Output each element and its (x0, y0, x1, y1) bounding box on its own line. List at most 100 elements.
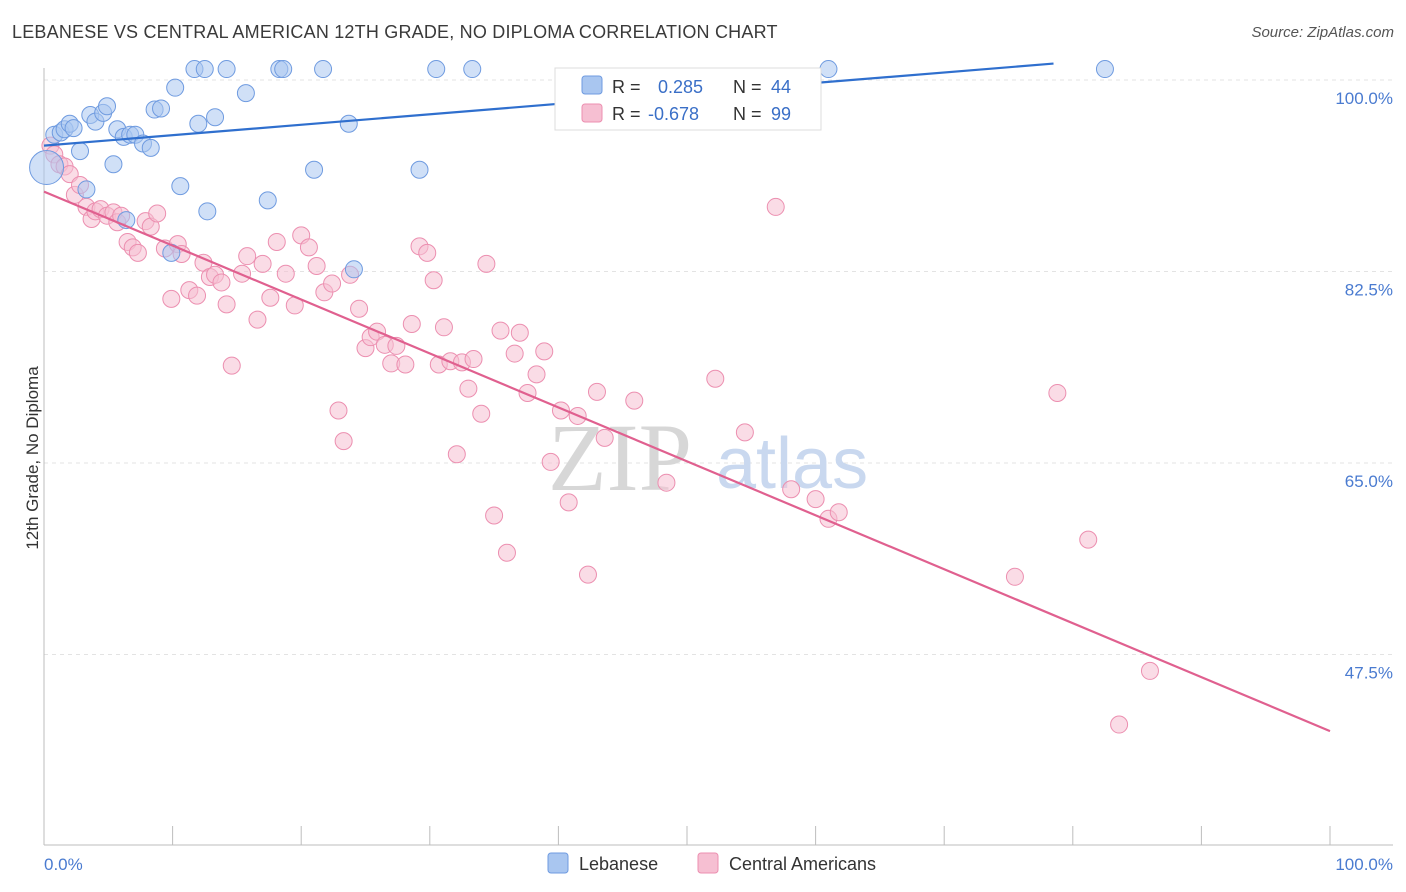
data-point-lebanese (98, 97, 117, 116)
data-point-central-americans (329, 401, 348, 420)
data-point-central-americans (128, 243, 147, 262)
data-point-lebanese (344, 260, 363, 279)
data-point-central-americans (1110, 715, 1129, 734)
legend-swatch-central-americans (581, 103, 603, 123)
bottom-legend-central-americans: Central Americans (729, 854, 876, 874)
bottom-legend-lebanese: Lebanese (579, 854, 658, 874)
data-point-central-americans (434, 318, 453, 337)
data-point-central-americans (148, 204, 167, 223)
source-label: Source: ZipAtlas.com (1251, 24, 1394, 41)
data-point-central-americans (510, 323, 529, 342)
legend-r-label-1: R = (612, 77, 641, 97)
legend-n-value-1: 44 (771, 77, 791, 97)
lebanese-points (29, 60, 1114, 279)
data-point-lebanese (195, 60, 214, 79)
data-point-lebanese (274, 60, 293, 79)
legend-r-value-1: 0.285 (658, 77, 703, 97)
legend-r-value-2: -0.678 (648, 104, 699, 124)
data-point-lebanese (206, 108, 225, 127)
data-point-central-americans (238, 247, 257, 266)
data-point-lebanese (410, 160, 429, 179)
data-point-lebanese (166, 78, 185, 97)
axes (43, 68, 1393, 846)
legend-n-label-1: N = (733, 77, 762, 97)
data-point-central-americans (782, 480, 801, 499)
data-point-lebanese (198, 202, 217, 221)
data-point-central-americans (248, 310, 267, 329)
data-point-central-americans (497, 543, 516, 562)
y-tick-label: 82.5% (1345, 281, 1393, 300)
data-point-lebanese (1095, 60, 1114, 79)
x-tick-label-min: 0.0% (44, 855, 83, 874)
data-point-lebanese (339, 114, 358, 133)
y-tick-label: 65.0% (1345, 472, 1393, 491)
data-point-central-americans (806, 490, 825, 509)
trend-line-central-americans (43, 190, 1331, 733)
data-point-central-americans (491, 321, 510, 340)
data-point-lebanese (64, 119, 83, 138)
trend-lines (43, 62, 1331, 733)
x-tick-label-max: 100.0% (1335, 855, 1393, 874)
data-point-central-americans (424, 271, 443, 290)
series-legend: Lebanese Central Americans (547, 852, 876, 874)
data-point-lebanese (71, 142, 90, 161)
data-point-lebanese (236, 84, 255, 103)
data-point-central-americans (1005, 567, 1024, 586)
data-point-central-americans (418, 243, 437, 262)
data-point-central-americans (253, 254, 272, 273)
data-point-lebanese (29, 150, 65, 186)
data-point-lebanese (305, 160, 324, 179)
data-point-central-americans (595, 428, 614, 447)
data-point-central-americans (222, 356, 241, 375)
central-americans-points (41, 136, 1159, 734)
data-point-central-americans (350, 299, 369, 318)
data-point-central-americans (267, 232, 286, 251)
y-tick-label: 100.0% (1335, 89, 1393, 108)
data-point-central-americans (217, 295, 236, 314)
data-point-central-americans (706, 369, 725, 388)
data-point-central-americans (485, 506, 504, 525)
legend-n-label-2: N = (733, 104, 762, 124)
grid-lines (44, 79, 1393, 655)
data-point-central-americans (1140, 661, 1159, 680)
data-point-lebanese (104, 155, 123, 174)
data-point-central-americans (334, 432, 353, 451)
data-point-central-americans (459, 379, 478, 398)
data-point-lebanese (463, 60, 482, 79)
data-point-central-americans (162, 289, 181, 308)
data-point-central-americans (307, 257, 326, 276)
data-point-central-americans (559, 493, 578, 512)
data-point-central-americans (625, 391, 644, 410)
trend-line-lebanese (43, 62, 1054, 147)
y-tick-label: 47.5% (1345, 664, 1393, 683)
bottom-legend-swatch-lebanese (547, 852, 569, 874)
data-point-central-americans (505, 344, 524, 363)
data-point-lebanese (152, 99, 171, 118)
data-point-central-americans (323, 274, 342, 293)
data-point-lebanese (258, 191, 277, 210)
data-point-central-americans (735, 423, 754, 442)
legend-swatch-lebanese (581, 75, 603, 95)
y-tick-labels: 100.0% 82.5% 65.0% 47.5% (1335, 89, 1393, 683)
data-point-central-americans (472, 404, 491, 423)
data-point-central-americans (276, 264, 295, 283)
data-point-lebanese (171, 177, 190, 196)
data-point-central-americans (527, 365, 546, 384)
data-point-central-americans (1079, 530, 1098, 549)
data-point-central-americans (578, 565, 597, 584)
data-point-lebanese (314, 60, 333, 79)
data-point-central-americans (587, 382, 606, 401)
data-point-central-americans (299, 238, 318, 257)
data-point-central-americans (464, 350, 483, 369)
y-axis-label: 12th Grade, No Diploma (23, 366, 42, 550)
data-point-central-americans (402, 315, 421, 334)
data-point-lebanese (189, 114, 208, 133)
data-point-central-americans (657, 473, 676, 492)
data-point-central-americans (447, 445, 466, 464)
data-point-central-americans (541, 452, 560, 471)
bottom-legend-swatch-central-americans (697, 852, 719, 874)
data-point-lebanese (217, 60, 236, 79)
data-point-central-americans (766, 197, 785, 216)
chart-title: LEBANESE VS CENTRAL AMERICAN 12TH GRADE,… (12, 22, 778, 42)
